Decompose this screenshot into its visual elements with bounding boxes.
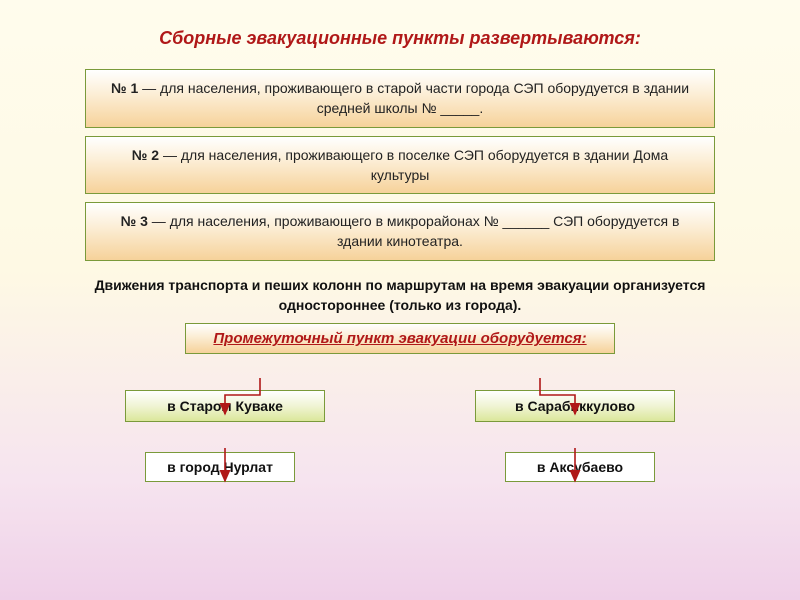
info-box-2: № 2 — для населения, проживающего в посе…: [85, 136, 715, 195]
info-box-1: № 1 — для населения, проживающего в стар…: [85, 69, 715, 128]
info-box-2-num: № 2: [132, 147, 159, 163]
info-box-1-num: № 1: [111, 80, 138, 96]
sub-banner: Промежуточный пункт эвакуации оборудуетс…: [185, 323, 615, 354]
info-box-2-text: — для населения, проживающего в поселке …: [159, 147, 668, 183]
info-box-3-text: — для населения, проживающего в микрорай…: [148, 213, 679, 249]
destination-row: в Старом Куваке в Сарабиккулово: [0, 390, 800, 422]
page-title: Сборные эвакуационные пункты развертываю…: [0, 0, 800, 61]
destination-right: в Сарабиккулово: [475, 390, 675, 422]
info-box-3: № 3 — для населения, проживающего в микр…: [85, 202, 715, 261]
destination-left: в Старом Куваке: [125, 390, 325, 422]
final-left: в город Нурлат: [145, 452, 295, 482]
info-box-1-text: — для населения, проживающего в старой ч…: [138, 80, 689, 116]
mid-paragraph: Движения транспорта и пеших колонн по ма…: [80, 275, 720, 316]
final-row: в город Нурлат в Аксубаево: [0, 452, 800, 482]
info-box-3-num: № 3: [121, 213, 148, 229]
final-right: в Аксубаево: [505, 452, 655, 482]
